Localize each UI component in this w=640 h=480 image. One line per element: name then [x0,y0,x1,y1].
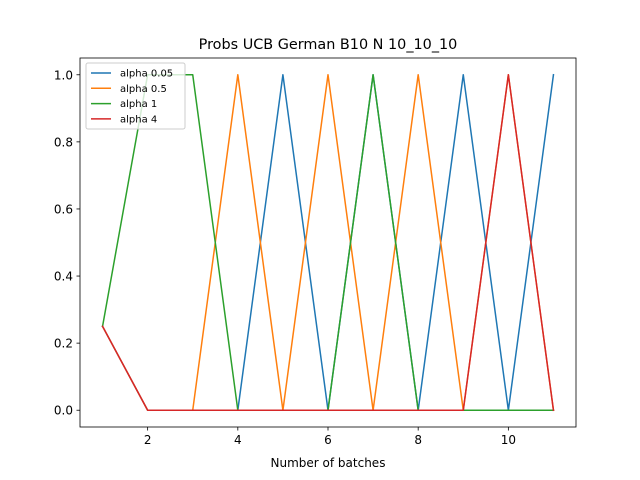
legend-label: alpha 0.05 [120,69,173,80]
x-tick-label: 2 [144,433,152,447]
y-tick-label: 0.6 [54,202,73,216]
y-tick-label: 0.2 [54,337,73,351]
y-axis: 0.0 0.2 0.4 0.6 0.8 1.0 [54,68,80,418]
y-tick-label: 0.4 [54,270,73,284]
x-tick-label: 10 [501,433,516,447]
legend-label: alpha 4 [120,114,157,125]
y-tick-label: 0.0 [54,404,73,418]
chart-title: Probs UCB German B10 N 10_10_10 [199,37,458,53]
legend-label: alpha 0.5 [120,84,167,95]
x-tick-label: 8 [414,433,422,447]
y-tick-label: 0.8 [54,135,73,149]
legend-label: alpha 1 [120,99,157,110]
x-axis-label: Number of batches [271,456,386,470]
x-axis: 2 4 6 8 10 [144,427,516,447]
series-line-4 [101,74,555,412]
x-tick-label: 6 [324,433,332,447]
legend-box [85,62,186,130]
legend: alpha 0.05 alpha 0.5 alpha 1 alpha 4 [85,62,186,130]
x-tick-label: 4 [234,433,242,447]
y-tick-label: 1.0 [54,68,73,82]
